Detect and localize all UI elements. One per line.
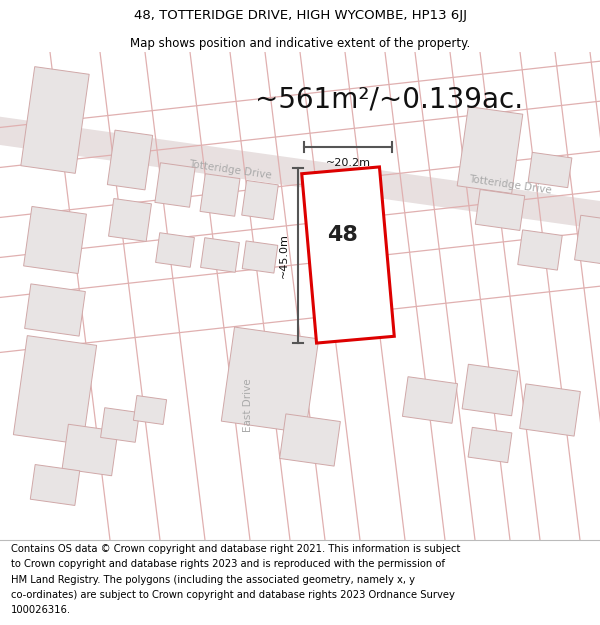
Polygon shape (302, 167, 394, 343)
Text: ~45.0m: ~45.0m (279, 233, 289, 278)
Polygon shape (518, 230, 562, 270)
Text: HM Land Registry. The polygons (including the associated geometry, namely x, y: HM Land Registry. The polygons (includin… (11, 574, 415, 584)
Text: to Crown copyright and database rights 2023 and is reproduced with the permissio: to Crown copyright and database rights 2… (11, 559, 445, 569)
Text: Totteridge Drive: Totteridge Drive (188, 159, 272, 181)
Polygon shape (200, 174, 240, 216)
Text: 100026316.: 100026316. (11, 605, 71, 615)
Text: 48, TOTTERIDGE DRIVE, HIGH WYCOMBE, HP13 6JJ: 48, TOTTERIDGE DRIVE, HIGH WYCOMBE, HP13… (133, 9, 467, 22)
Polygon shape (475, 189, 525, 231)
Polygon shape (62, 424, 118, 476)
Polygon shape (25, 284, 85, 336)
Polygon shape (155, 162, 195, 208)
Text: ~20.2m: ~20.2m (325, 158, 371, 168)
Polygon shape (221, 327, 319, 433)
Polygon shape (280, 414, 340, 466)
Polygon shape (403, 377, 458, 423)
Polygon shape (575, 215, 600, 265)
Polygon shape (462, 364, 518, 416)
Polygon shape (200, 238, 239, 272)
Text: East Drive: East Drive (243, 378, 253, 432)
Polygon shape (23, 206, 86, 274)
Polygon shape (520, 384, 580, 436)
Text: ~561m²/~0.139ac.: ~561m²/~0.139ac. (255, 85, 523, 113)
Polygon shape (155, 232, 194, 268)
Polygon shape (109, 199, 151, 241)
Polygon shape (13, 336, 97, 444)
Polygon shape (101, 408, 139, 442)
Polygon shape (457, 106, 523, 194)
Polygon shape (242, 241, 278, 273)
Polygon shape (468, 428, 512, 462)
Polygon shape (242, 181, 278, 219)
Text: co-ordinates) are subject to Crown copyright and database rights 2023 Ordnance S: co-ordinates) are subject to Crown copyr… (11, 589, 455, 599)
Polygon shape (21, 67, 89, 173)
Polygon shape (107, 130, 152, 190)
Polygon shape (528, 152, 572, 188)
Text: 48: 48 (328, 225, 358, 245)
Text: Map shows position and indicative extent of the property.: Map shows position and indicative extent… (130, 38, 470, 51)
Polygon shape (133, 396, 167, 424)
Polygon shape (30, 464, 80, 506)
Text: Contains OS data © Crown copyright and database right 2021. This information is : Contains OS data © Crown copyright and d… (11, 544, 460, 554)
Text: Totteridge Drive: Totteridge Drive (468, 174, 552, 196)
Polygon shape (0, 104, 600, 242)
